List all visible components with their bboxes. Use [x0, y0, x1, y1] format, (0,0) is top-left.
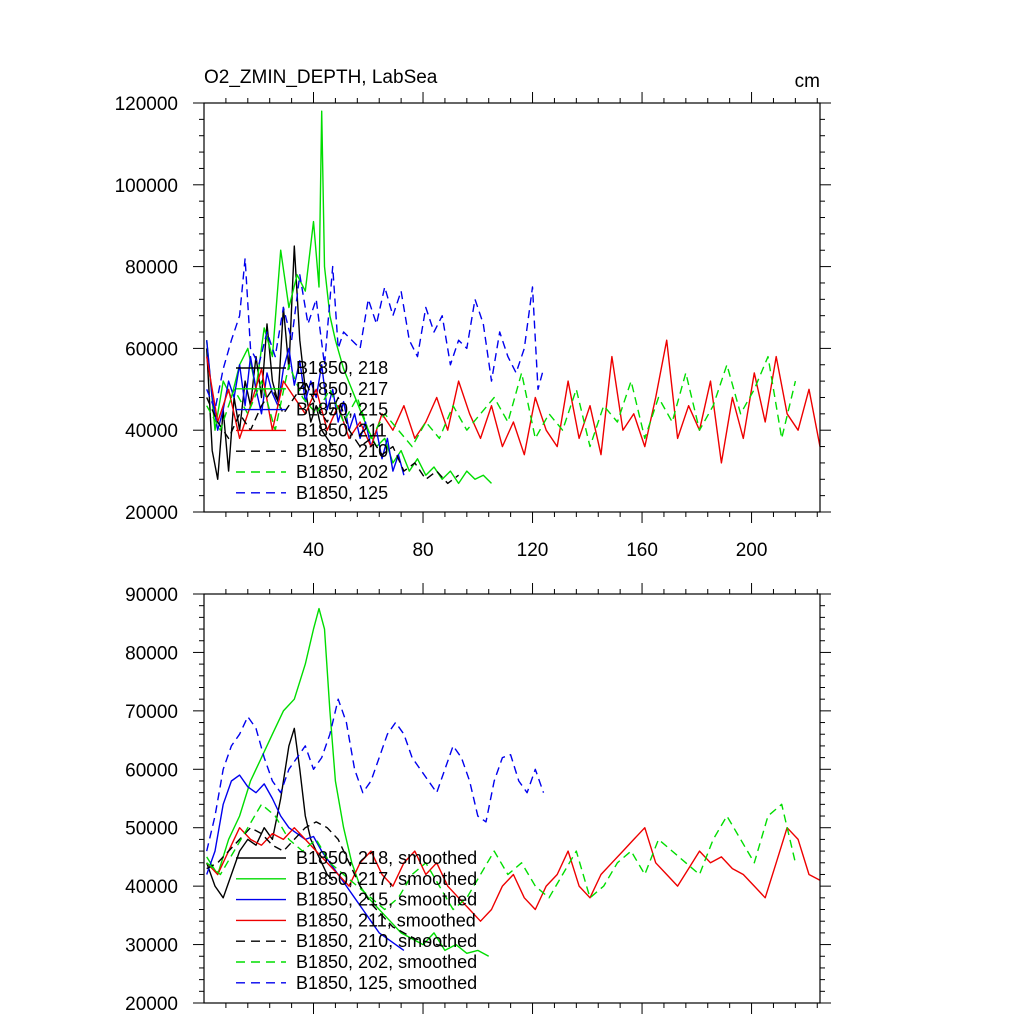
y-tick-label: 30000	[125, 936, 178, 957]
y-tick-label: 80000	[125, 643, 178, 664]
legend-label: B1850, 211	[296, 420, 387, 440]
y-tick-label: 100000	[115, 176, 178, 197]
y-tick-label: 20000	[125, 503, 178, 524]
series-line-5	[206, 355, 797, 448]
legend-label: B1850, 218, smoothed	[296, 848, 477, 868]
y-tick-label: 60000	[125, 760, 178, 781]
series-line-1	[206, 607, 490, 957]
legend-label: B1850, 125	[296, 483, 388, 503]
plot-frame	[203, 593, 821, 1004]
y-tick-label: 90000	[125, 585, 178, 606]
series-group	[206, 607, 820, 957]
legend-label: B1850, 211, smoothed	[296, 910, 476, 930]
x-tick-label: 120	[517, 540, 549, 561]
series-group	[206, 110, 820, 485]
series-line-0	[206, 245, 334, 480]
x-tick-label: 80	[412, 540, 433, 561]
y-tick-label: 80000	[125, 258, 178, 279]
legend-label: B1850, 210	[296, 441, 388, 461]
y-tick-label: 50000	[125, 819, 178, 840]
series-line-6	[206, 698, 545, 852]
y-tick-label: 120000	[115, 94, 178, 115]
legend-label: B1850, 217, smoothed	[296, 869, 477, 889]
raw-panel: 20000 40000 60000 80000 100000 120000 40 80 120 1…	[115, 92, 831, 561]
y-tick-label: 70000	[125, 702, 178, 723]
legend-label: B1850, 215, smoothed	[296, 890, 477, 910]
x-tick-label: 40	[303, 540, 324, 561]
legend-label: B1850, 217	[296, 379, 388, 399]
smoothed-panel: 20000 30000 40000 50000 60000 70000 80000 90000…	[125, 583, 831, 1015]
units-label: cm	[795, 71, 820, 92]
x-tick-label: 200	[736, 540, 768, 561]
series-line-1	[206, 110, 492, 485]
x-tick-label: 160	[626, 540, 658, 561]
y-tick-label: 40000	[125, 877, 178, 898]
chart-title: O2_ZMIN_DEPTH, LabSea	[204, 67, 438, 88]
y-tick-label: 20000	[125, 994, 178, 1015]
series-line-3	[206, 339, 820, 464]
series-line-3	[206, 827, 820, 922]
series-line-5	[206, 803, 797, 911]
legend-label: B1850, 202, smoothed	[296, 952, 477, 972]
series-line-4	[206, 380, 460, 485]
series-line-6	[206, 257, 545, 411]
legend-label: B1850, 202	[296, 462, 388, 482]
y-tick-label: 40000	[125, 421, 178, 442]
legend-label: B1850, 218	[296, 358, 388, 378]
legend-label: B1850, 215	[296, 400, 388, 420]
legend-label: B1850, 210, smoothed	[296, 931, 477, 951]
legend-label: B1850, 125, smoothed	[296, 973, 477, 993]
plot-frame	[203, 102, 821, 513]
series-line-4	[206, 821, 448, 949]
y-tick-label: 60000	[125, 339, 178, 360]
